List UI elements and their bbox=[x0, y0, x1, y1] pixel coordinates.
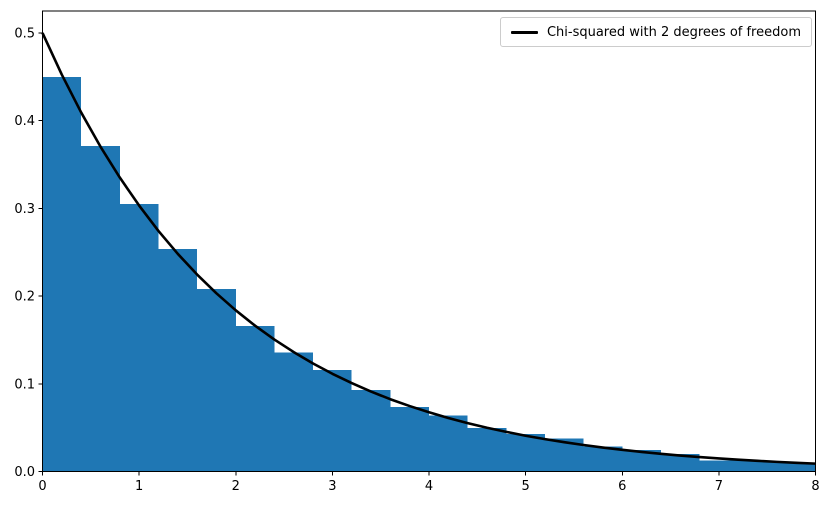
x-tick-label: 6 bbox=[618, 479, 626, 494]
y-tick-label: 0.3 bbox=[14, 202, 35, 217]
histogram-bar bbox=[235, 326, 275, 472]
histogram-bar bbox=[42, 76, 82, 472]
legend-label: Chi-squared with 2 degrees of freedom bbox=[546, 24, 801, 40]
histogram-bar bbox=[81, 146, 120, 472]
x-tick-label: 2 bbox=[232, 479, 240, 494]
histogram-bar bbox=[699, 460, 739, 472]
histogram-bar bbox=[660, 454, 700, 472]
y-tick-label: 0.0 bbox=[14, 465, 35, 480]
histogram-bar bbox=[197, 289, 236, 472]
histogram-bar bbox=[313, 369, 352, 472]
histogram-bar bbox=[738, 461, 777, 472]
histogram-bar bbox=[622, 449, 661, 472]
y-tick-label: 0.5 bbox=[14, 26, 35, 41]
histogram-bar bbox=[776, 462, 816, 472]
x-tick-label: 7 bbox=[715, 479, 723, 494]
histogram-bar bbox=[158, 248, 198, 472]
x-tick-label: 1 bbox=[135, 479, 143, 494]
histogram-bar bbox=[351, 390, 391, 472]
y-tick-label: 0.4 bbox=[14, 114, 35, 129]
histogram-bar bbox=[467, 427, 507, 472]
x-tick-label: 4 bbox=[425, 479, 433, 494]
histogram-bar bbox=[390, 406, 429, 472]
x-tick-label: 5 bbox=[521, 479, 529, 494]
x-tick-label: 3 bbox=[328, 479, 336, 494]
legend: Chi-squared with 2 degrees of freedom bbox=[499, 17, 812, 47]
legend-line-sample bbox=[510, 30, 538, 34]
y-tick-label: 0.1 bbox=[14, 377, 35, 392]
histogram-bar bbox=[429, 415, 468, 472]
pdf-curve bbox=[41, 32, 816, 465]
histogram-bar bbox=[119, 204, 159, 472]
y-tick-label: 0.2 bbox=[14, 290, 35, 305]
x-tick-label: 8 bbox=[811, 479, 819, 494]
histogram-bar bbox=[274, 352, 314, 472]
histogram-bar bbox=[506, 433, 545, 472]
histogram-bar bbox=[583, 446, 623, 472]
x-tick-label: 0 bbox=[38, 479, 46, 494]
